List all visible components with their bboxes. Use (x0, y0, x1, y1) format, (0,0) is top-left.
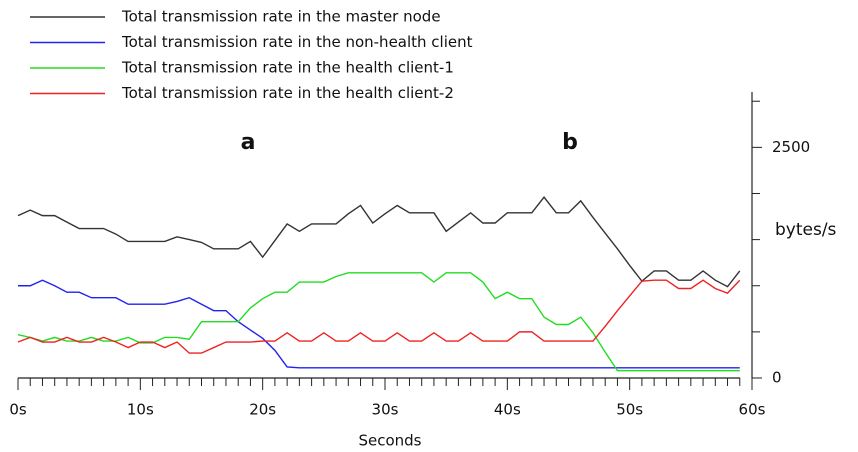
x-tick-label: 40s (494, 401, 521, 419)
x-tick-label: 50s (616, 401, 643, 419)
legend-label: Total transmission rate in the health cl… (121, 84, 454, 102)
x-tick-label: 30s (372, 401, 399, 419)
legend-label: Total transmission rate in the non-healt… (121, 33, 473, 51)
y-axis-label: bytes/s (775, 220, 837, 240)
y-tick-label: 2500 (772, 138, 810, 156)
annotation: a (241, 130, 256, 155)
series-line (17, 272, 740, 372)
series-line (17, 196, 741, 288)
annotation: b (562, 130, 578, 155)
x-tick-label: 20s (249, 401, 276, 419)
series-line (17, 279, 741, 354)
legend-label: Total transmission rate in the health cl… (121, 59, 454, 77)
series-line (18, 279, 740, 369)
x-tick-label: 60s (739, 401, 766, 419)
x-tick-label: 10s (127, 401, 154, 419)
legend-label: Total transmission rate in the master no… (121, 8, 441, 26)
y-tick-label: 0 (772, 369, 782, 387)
x-axis-label: Seconds (358, 432, 421, 450)
x-tick-label: 0s (9, 401, 27, 419)
